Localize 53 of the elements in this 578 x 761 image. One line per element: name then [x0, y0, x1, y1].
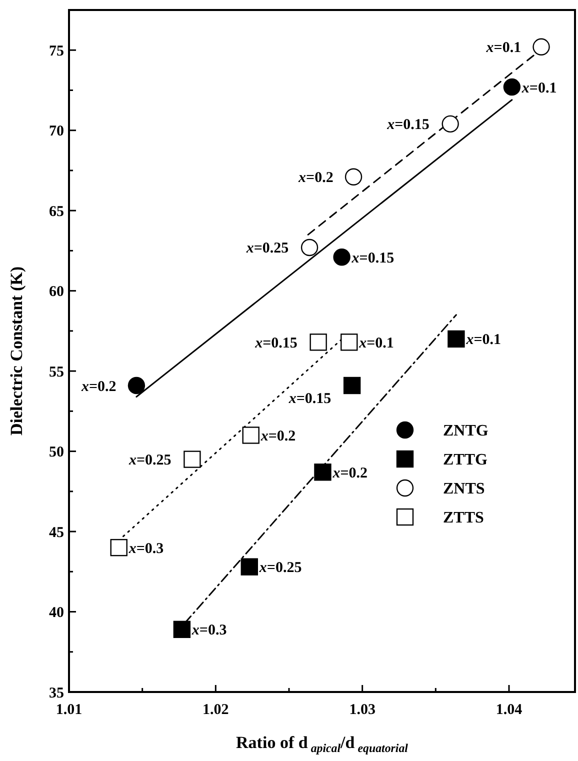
annotation: x=0.15 — [386, 117, 430, 134]
legend-label: ZNTS — [443, 480, 485, 498]
y-tick-label: 65 — [49, 204, 64, 220]
legend-label: ZNTG — [443, 422, 489, 440]
annotation: x=0.1 — [465, 332, 502, 348]
x-axis-title: Ratio of d$_{apical}$/d$_{equatorial}$ — [236, 733, 409, 756]
annotation: x=0.1 — [485, 40, 522, 56]
annotation: x=0.2 — [260, 428, 296, 444]
x-tick-label: 1.01 — [56, 702, 82, 718]
y-tick-label: 50 — [49, 444, 64, 461]
point — [240, 558, 258, 576]
point — [173, 620, 191, 638]
y-tick-label: 40 — [49, 605, 64, 622]
annotation: x=0.25 — [245, 240, 289, 257]
x-tick-label: 1.03 — [349, 702, 376, 718]
annotation: x=0.1 — [520, 80, 557, 96]
y-tick-label: 55 — [49, 364, 64, 380]
annotation: x=0.25 — [128, 452, 172, 469]
point — [344, 168, 362, 186]
legend-label: ZTTS — [443, 510, 484, 527]
point — [333, 248, 350, 266]
x-tick-label: 1.04 — [496, 702, 523, 718]
point — [532, 38, 550, 56]
y-tick-label: 75 — [49, 43, 64, 60]
point — [314, 464, 332, 481]
annotation: x=0.15 — [350, 250, 394, 266]
point — [242, 426, 260, 444]
annotation: x=0.2 — [332, 465, 368, 482]
annotation: x=0.15 — [288, 390, 332, 407]
point — [110, 538, 128, 556]
annotation: x=0.2 — [298, 170, 334, 186]
point — [503, 78, 521, 96]
point — [448, 330, 465, 348]
point — [442, 115, 459, 133]
annotation: x=0.3 — [190, 622, 227, 639]
y-tick-label: 70 — [49, 124, 64, 140]
y-tick-label: 45 — [49, 524, 64, 541]
legend-label: ZTTG — [443, 452, 488, 469]
x-tick-label: 1.02 — [202, 702, 229, 718]
y-tick-label: 35 — [49, 685, 64, 702]
point — [343, 376, 361, 394]
annotation: x=0.3 — [128, 540, 164, 557]
point — [340, 334, 358, 351]
annotation: x=0.2 — [80, 378, 116, 395]
point — [300, 238, 318, 256]
annotation: x=0.25 — [258, 560, 302, 576]
annotation: x=0.15 — [254, 335, 298, 352]
point — [184, 450, 201, 468]
y-tick-label: 60 — [49, 284, 64, 300]
y-axis-title: Dielectric Constant (K) — [7, 266, 26, 436]
point — [128, 376, 146, 394]
annotation: x=0.1 — [358, 335, 394, 352]
point — [310, 334, 327, 351]
